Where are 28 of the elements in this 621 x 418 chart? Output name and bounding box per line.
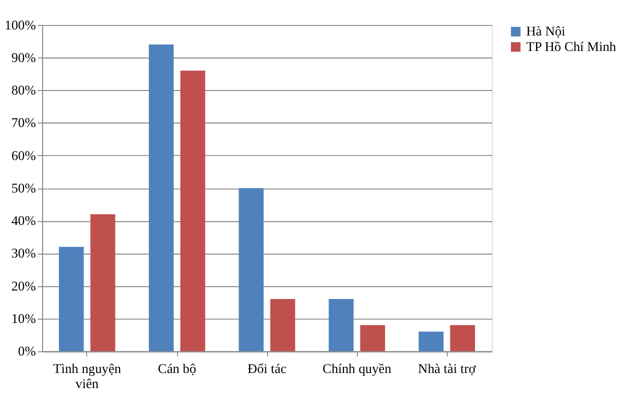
- x-tick-label: Cán bộ: [158, 360, 196, 376]
- y-tick-label: 50%: [11, 180, 36, 196]
- y-tick-label: 0%: [18, 344, 36, 359]
- x-tick-label: Tình nguyện viên: [53, 360, 122, 392]
- x-tick-label: Nhà tài trợ: [418, 360, 477, 376]
- y-tick-label: 10%: [11, 310, 36, 326]
- y-tick-label: 40%: [11, 213, 36, 228]
- bar: [148, 44, 174, 352]
- y-tick-label: 30%: [11, 246, 36, 261]
- bar: [450, 325, 476, 352]
- legend-label: TP Hồ Chí Minh: [526, 38, 616, 54]
- y-tick-label: 100%: [4, 17, 36, 32]
- y-tick-label: 80%: [11, 82, 36, 98]
- legend-label: Hà Nội: [526, 23, 566, 38]
- x-tick-label: Đối tác: [247, 360, 287, 376]
- x-tick-label: Chính quyền: [322, 360, 392, 376]
- y-tick-label: 20%: [11, 278, 36, 294]
- y-tick-label: 90%: [11, 50, 36, 65]
- y-tick-label: 60%: [11, 148, 36, 163]
- bar: [328, 299, 354, 352]
- bar: [418, 332, 444, 352]
- y-tick-label: 70%: [11, 115, 36, 130]
- bar: [58, 246, 84, 352]
- bar: [238, 188, 264, 352]
- bar: [180, 70, 206, 352]
- bar: [360, 325, 386, 352]
- bar: [270, 299, 296, 352]
- bar: [90, 214, 116, 352]
